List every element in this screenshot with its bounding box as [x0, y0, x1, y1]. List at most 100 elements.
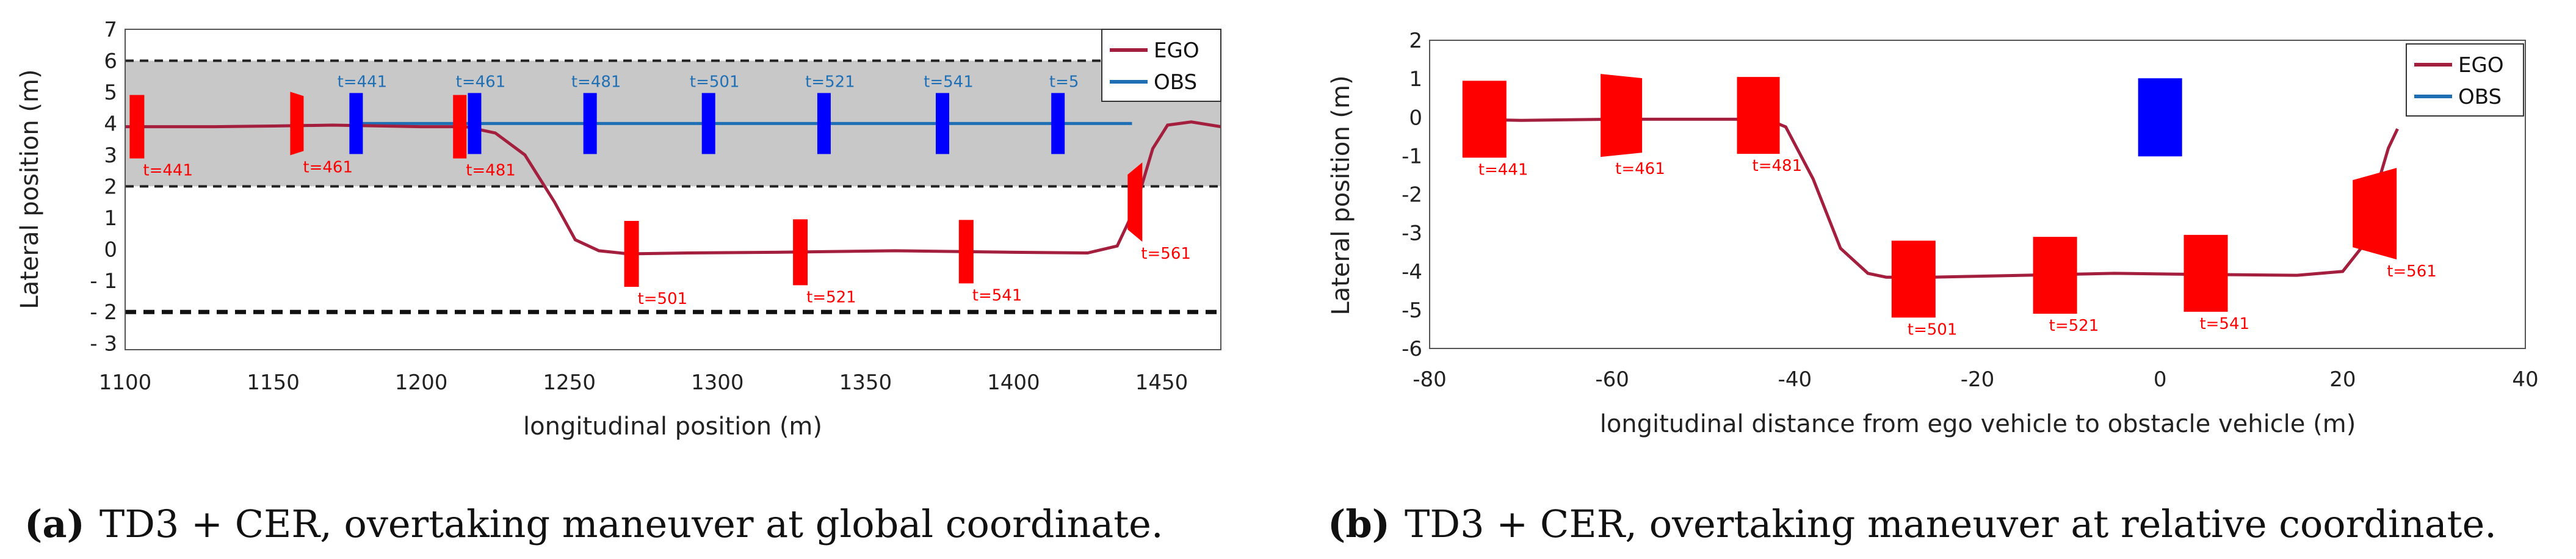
x-tick: 0	[2154, 367, 2167, 392]
x-ticks-a: 1100 1150 1200 1250 1300 1350 1400 1450	[99, 370, 1189, 395]
legend-obs-label: OBS	[1154, 70, 1197, 95]
x-tick: 20	[2329, 367, 2356, 392]
x-ticks-b: -80 -60 -40 -20 0 20 40	[1413, 367, 2538, 392]
ego-label-t561: t=561	[2387, 262, 2437, 281]
x-tick: 1400	[987, 370, 1040, 395]
caption-b-label: (b)	[1328, 502, 1390, 546]
ego-box-t461	[1601, 74, 1643, 157]
ego-box-t521	[2033, 237, 2077, 314]
ego-label-t481: t=481	[466, 162, 516, 180]
obs-box	[2138, 78, 2182, 157]
legend-box-b	[2406, 43, 2524, 117]
obs-box-t541	[935, 93, 949, 154]
ego-box-t441	[1462, 81, 1507, 158]
ego-box-t561	[2353, 168, 2397, 260]
panel-a: t=441 t=461 t=481 t=501 t=521 t=541 t=5 …	[16, 18, 1221, 546]
ego-box-t441	[129, 95, 145, 159]
ego-box-t541	[958, 220, 974, 284]
y-tick: 4	[104, 112, 117, 136]
y-ticks-a: 7 6 5 4 3 2 1 0 - 1 - 2 - 3	[90, 18, 117, 356]
ego-box-t481	[1737, 77, 1780, 154]
axes-frame-a	[125, 29, 1221, 350]
legend-b: EGO OBS	[2406, 43, 2524, 117]
ego-label-t441: t=441	[1478, 160, 1529, 179]
x-axis-label-b: longitudinal distance from ego vehicle t…	[1600, 410, 2356, 438]
y-tick: 3	[104, 143, 117, 168]
ego-label-t541: t=541	[2199, 315, 2249, 333]
y-axis-label-b: Lateral position (m)	[1327, 75, 1355, 315]
x-tick: 1100	[99, 370, 152, 395]
ego-label-t461: t=461	[303, 158, 353, 176]
caption-a-text: TD3 + CER, overtaking maneuver at global…	[99, 502, 1163, 546]
ego-box-t561	[1127, 162, 1143, 242]
legend-obs-label: OBS	[2458, 85, 2502, 109]
y-tick: 2	[104, 175, 117, 199]
obs-label-t521: t=521	[805, 73, 855, 91]
y-tick: 1	[104, 206, 117, 231]
ego-label-t481: t=481	[1753, 157, 1803, 175]
y-tick: 7	[104, 18, 117, 42]
obs-box-t5	[1051, 93, 1065, 154]
y-tick: -2	[1402, 183, 1422, 207]
ego-label-t561: t=561	[1141, 245, 1191, 263]
y-tick: 1	[1409, 67, 1422, 92]
x-tick: 40	[2512, 367, 2538, 392]
y-ticks-b: 2 1 0 -1 -2 -3 -4 -5 -6	[1402, 29, 1422, 361]
ego-label-t541: t=541	[972, 286, 1022, 305]
ego-label-t521: t=521	[2049, 317, 2099, 335]
legend-ego-label: EGO	[2458, 53, 2504, 78]
x-axis-label-a: longitudinal position (m)	[523, 413, 822, 441]
x-tick: -20	[1961, 367, 1995, 392]
ego-label-t441: t=441	[143, 162, 193, 180]
y-tick: -6	[1402, 337, 1422, 361]
y-tick: -5	[1402, 298, 1422, 323]
x-tick: -40	[1778, 367, 1812, 392]
y-tick: -4	[1402, 260, 1422, 284]
legend-ego-label: EGO	[1154, 38, 1199, 63]
y-tick: 0	[1409, 106, 1422, 130]
y-tick: -1	[1402, 144, 1422, 168]
panel-b: t=441 t=461 t=481 t=501 t=521 t=541 t=56…	[1327, 29, 2539, 546]
x-tick: 1200	[395, 370, 448, 395]
caption-b-text: TD3 + CER, overtaking maneuver at relati…	[1405, 502, 2497, 546]
x-tick: -80	[1413, 367, 1447, 392]
y-tick: 0	[104, 237, 117, 262]
obs-label-t541: t=541	[924, 73, 974, 91]
ego-box-t481	[453, 95, 467, 159]
y-tick: 6	[104, 49, 117, 73]
obs-label-t481: t=481	[571, 73, 621, 91]
legend-a: EGO OBS	[1101, 29, 1221, 102]
ego-box-t541	[2183, 234, 2228, 312]
ego-box-t501	[1891, 240, 1936, 318]
obs-label-t461: t=461	[456, 73, 506, 91]
obs-box-t501	[701, 93, 715, 154]
x-tick: 1350	[839, 370, 892, 395]
obs-label-t501: t=501	[690, 73, 740, 91]
obs-label-t441: t=441	[338, 73, 388, 91]
caption-a: (a) TD3 + CER, overtaking maneuver at glo…	[24, 502, 1163, 546]
obs-label-t5: t=5	[1049, 73, 1079, 91]
ego-box-t521	[793, 219, 808, 286]
y-tick: -3	[1402, 222, 1422, 246]
obs-box-t461	[468, 93, 482, 154]
y-tick: 2	[1409, 29, 1422, 53]
ego-box-t461	[290, 92, 304, 156]
ego-label-t461: t=461	[1615, 160, 1665, 178]
y-tick: - 2	[90, 300, 117, 325]
y-axis-label-a: Lateral position (m)	[16, 69, 44, 309]
y-tick: - 3	[90, 332, 117, 356]
x-tick: 1150	[247, 370, 300, 395]
ego-label-t501: t=501	[1908, 320, 1958, 339]
ego-label-t521: t=521	[806, 288, 856, 306]
legend-box-a	[1101, 29, 1221, 102]
caption-a-label: (a)	[24, 502, 85, 546]
obs-box-t441	[349, 93, 363, 154]
y-tick: 5	[104, 81, 117, 105]
obs-box-t521	[817, 93, 831, 154]
x-tick: 1250	[543, 370, 596, 395]
x-tick: -60	[1595, 367, 1629, 392]
ego-label-t501: t=501	[638, 290, 688, 308]
x-tick: 1300	[691, 370, 744, 395]
y-tick: - 1	[90, 269, 117, 294]
